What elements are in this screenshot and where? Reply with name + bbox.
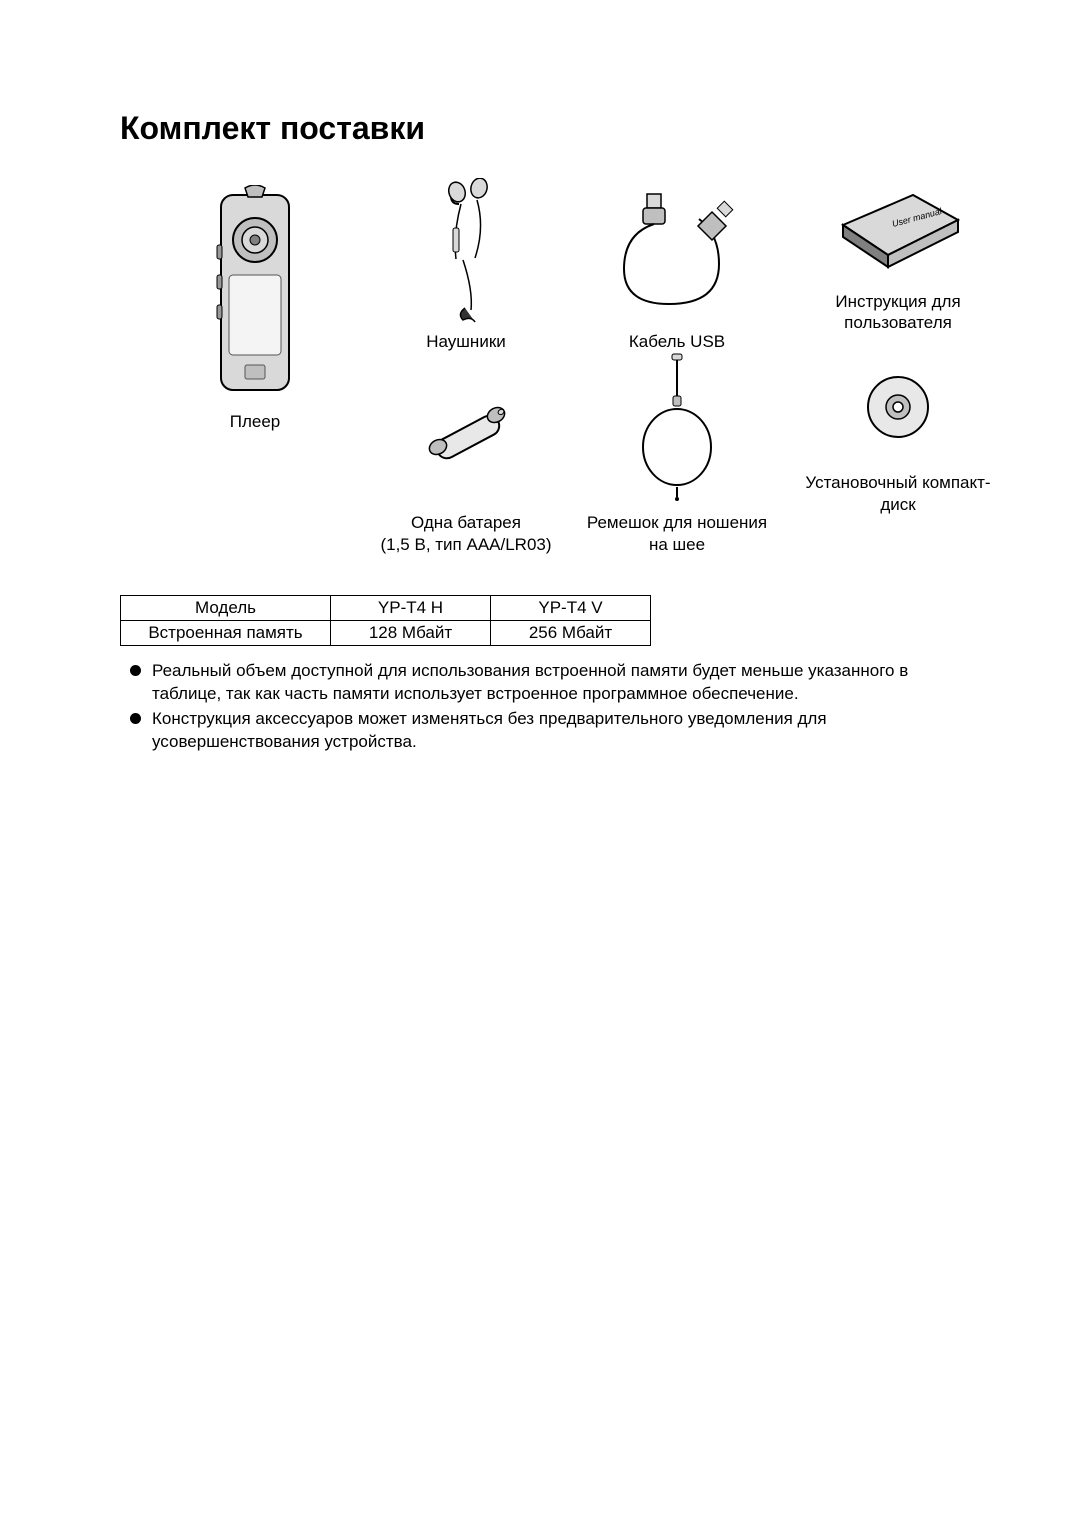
- item-usb-label: Кабель USB: [629, 331, 725, 352]
- item-earphones-label: Наушники: [426, 331, 506, 352]
- item-earphones: Наушники: [366, 175, 566, 352]
- table-cell: YP-T4 H: [331, 595, 491, 620]
- table-cell: YP-T4 V: [491, 595, 651, 620]
- table-cell: Модель: [121, 595, 331, 620]
- item-battery: Одна батарея (1,5 В, тип AAA/LR03): [366, 352, 566, 555]
- earphones-icon: [421, 178, 511, 323]
- player-icon: [215, 185, 295, 395]
- table-cell: 128 Мбайт: [331, 620, 491, 645]
- item-usb-cable: Кабель USB: [582, 175, 772, 352]
- item-manual: User manual Инструкция для пользователя: [788, 175, 1008, 352]
- usb-cable-icon: [607, 190, 747, 310]
- footnotes-list: Реальный объем доступной для использован…: [130, 660, 960, 754]
- battery-icon: [416, 387, 516, 467]
- item-cd-label: Установочный компакт-диск: [788, 472, 1008, 515]
- page-title: Комплект поставки: [120, 110, 960, 147]
- cd-icon: [863, 372, 933, 442]
- item-battery-label: Одна батарея (1,5 В, тип AAA/LR03): [380, 512, 551, 555]
- footnote-item: Реальный объем доступной для использован…: [130, 660, 960, 706]
- item-player-label: Плеер: [230, 411, 281, 432]
- table-cell: Встроенная память: [121, 620, 331, 645]
- footnote-item: Конструкция аксессуаров может изменяться…: [130, 708, 960, 754]
- item-manual-label: Инструкция для пользователя: [788, 291, 1008, 334]
- neck-strap-icon: [632, 352, 722, 502]
- table-row: Встроенная память 128 Мбайт 256 Мбайт: [121, 620, 651, 645]
- table-cell: 256 Мбайт: [491, 620, 651, 645]
- item-strap-label: Ремешок для ношения на шее: [582, 512, 772, 555]
- item-neck-strap: Ремешок для ношения на шее: [582, 352, 772, 555]
- model-spec-table: Модель YP-T4 H YP-T4 V Встроенная память…: [120, 595, 651, 646]
- manual-icon: User manual: [833, 185, 963, 275]
- table-row: Модель YP-T4 H YP-T4 V: [121, 595, 651, 620]
- package-items-grid: Плеер Наушники: [160, 175, 960, 555]
- item-install-cd: Установочный компакт-диск: [788, 352, 1008, 555]
- item-player: Плеер: [160, 175, 350, 555]
